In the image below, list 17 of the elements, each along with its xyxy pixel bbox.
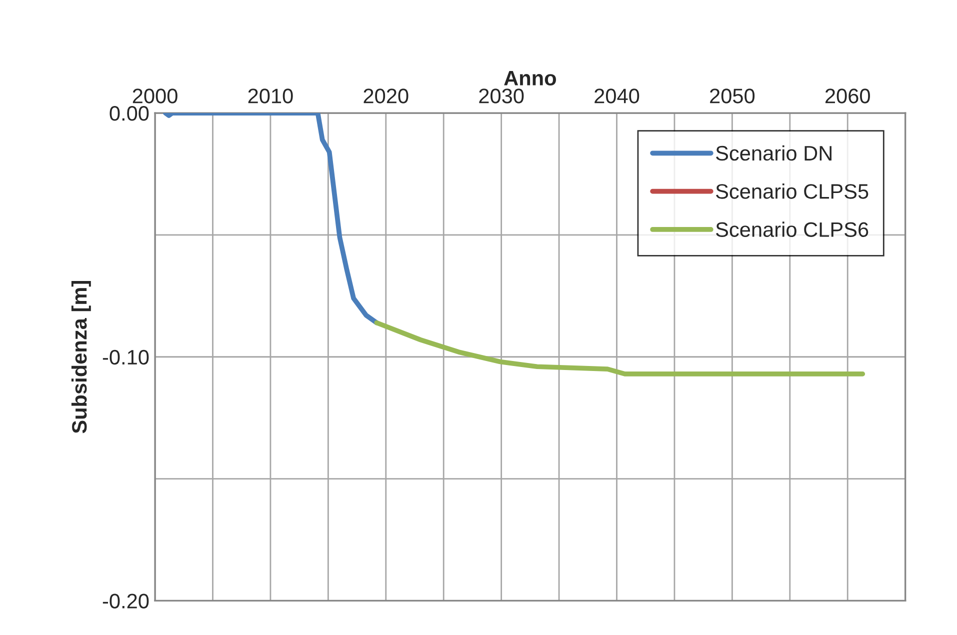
y-tick-label: 0.00 <box>110 106 149 121</box>
line-series <box>162 113 380 326</box>
legend-label: Scenario DN <box>716 145 832 161</box>
x-tick-label: 2060 <box>825 88 870 104</box>
x-tick-label: 2010 <box>248 88 293 104</box>
x-tick-label: 2040 <box>594 88 640 104</box>
x-tick-label: 2020 <box>364 88 408 104</box>
x-tick-label: 2000 <box>132 88 178 104</box>
line-series <box>374 320 866 376</box>
legend-label: Scenario CLPS5 <box>716 184 868 199</box>
x-tick-label: 2050 <box>710 88 755 104</box>
y-tick-label: -0.10 <box>102 350 149 365</box>
y-axis-title: Subsidenza [m] <box>71 281 91 434</box>
x-axis-title: Anno <box>504 70 556 86</box>
y-tick-label: -0.20 <box>102 594 149 608</box>
legend-label: Scenario CLPS6 <box>716 222 868 237</box>
x-tick-label: 2030 <box>479 88 524 104</box>
